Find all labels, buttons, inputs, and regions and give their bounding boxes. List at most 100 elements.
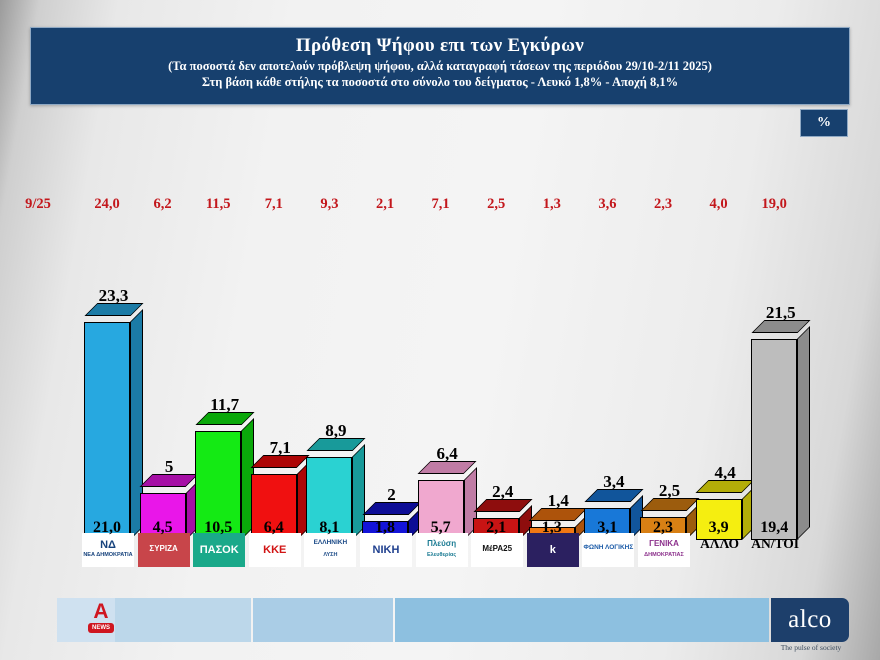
logo-name-text: ΠΑΣΟΚ xyxy=(199,544,239,556)
bar-value-top-mera25: 2,4 xyxy=(492,482,514,501)
logo-name-text: ΓΕΝΙΚΑ xyxy=(649,539,679,548)
previous-period-value: 7,1 xyxy=(431,196,450,212)
plefsi-eleftherias-logo[interactable]: Πλεύση Ελευθερίας xyxy=(415,533,468,567)
allo-label: ΑΛΛΟ xyxy=(700,536,739,551)
logo-name-text: ΕΛΛΗΝΙΚΗ xyxy=(313,539,348,546)
bar-front-face xyxy=(195,431,242,540)
bar-value-top-nd: 23,3 xyxy=(98,286,129,305)
bar-3d-antoi xyxy=(751,320,811,540)
bar-value-top-elliniki: 8,9 xyxy=(325,421,347,440)
bar-value-top-genika: 2,5 xyxy=(658,481,681,500)
bar-column-syriza[interactable]: 5 4,5 xyxy=(139,450,199,540)
logo-name-text: k xyxy=(549,544,556,556)
previous-period-value: 9,3 xyxy=(320,196,339,212)
bar-value-base-plefsi: 5,7 xyxy=(430,519,451,536)
footer-segment-1 xyxy=(115,598,251,642)
bar-column-foni[interactable]: 3,4 3,1 xyxy=(584,465,644,540)
bar-value-top-niki: 2 xyxy=(387,485,396,504)
bar-column-elliniki[interactable]: 8,9 8,1 xyxy=(306,414,366,540)
bar-value-base-foni: 3,1 xyxy=(597,519,618,536)
kke-logo[interactable]: ΚΚΕ xyxy=(248,533,301,567)
previous-period-value: 2,1 xyxy=(375,196,395,212)
previous-period-label: 9/25 xyxy=(25,196,51,212)
alco-wordmark: alco xyxy=(788,606,832,633)
antoi-label: ΑΝ/ΤΟΙ xyxy=(751,536,800,551)
bar-value-top-antoi: 21,5 xyxy=(765,303,796,322)
niki-logo[interactable]: ΝΙΚΗ xyxy=(360,533,412,567)
previous-period-value: 3,6 xyxy=(598,196,617,212)
bar-value-top-kassel: 1,4 xyxy=(547,491,569,510)
pasok-logo[interactable]: ΠΑΣΟΚ xyxy=(193,533,246,567)
bar-front-face xyxy=(306,457,353,540)
footer-segment-3 xyxy=(395,598,769,642)
alco-logo: alco xyxy=(771,598,849,642)
logo-sub-text: Ελευθερίας xyxy=(426,552,457,558)
previous-period-value: 19,0 xyxy=(761,196,787,212)
title-subtitle-line1: (Τα ποσοστά δεν αποτελούν πρόβλεψη ψήφου… xyxy=(168,59,712,73)
bar-column-antoi[interactable]: 21,5 19,4 xyxy=(751,296,811,540)
bar-front-face xyxy=(751,339,798,540)
bar-value-base-genika: 2,3 xyxy=(653,519,673,536)
percent-badge: % xyxy=(800,109,848,137)
bar-value-base-elliniki: 8,1 xyxy=(319,519,340,536)
previous-period-value: 24,0 xyxy=(94,196,120,212)
bar-value-top-plefsi: 6,4 xyxy=(436,444,458,463)
mera25-logo[interactable]: ΜέΡΑ25 xyxy=(471,533,524,567)
page-title: Πρόθεση Ψήφου επι των Εγκύρων xyxy=(295,35,585,56)
title-banner: Πρόθεση Ψήφου επι των Εγκύρων (Τα ποσοστ… xyxy=(30,27,850,105)
bar-side-face xyxy=(797,326,811,540)
bar-value-top-syriza: 5 xyxy=(164,457,174,476)
bar-value-base-allo: 3,9 xyxy=(708,519,729,536)
footer-segment-2 xyxy=(253,598,393,642)
bar-value-base-mera25: 2,1 xyxy=(486,519,507,536)
bar-value-base-antoi: 19,4 xyxy=(760,519,789,536)
bar-column-nd[interactable]: 23,3 21,0 xyxy=(84,279,143,540)
bar-3d-nd xyxy=(84,303,143,540)
bar-column-kke[interactable]: 7,1 6,4 xyxy=(250,431,310,540)
bar-value-base-kassel: 1,3 xyxy=(541,519,562,536)
syriza-logo[interactable]: ΣΥΡΙΖΑ xyxy=(137,533,190,567)
bar-value-top-allo: 4,4 xyxy=(714,463,736,482)
bar-column-pasok[interactable]: 11,7 10,5 xyxy=(195,388,255,540)
logo-name-text: ΝΙΚΗ xyxy=(372,544,400,556)
bar-column-niki[interactable]: 2 1,8 xyxy=(362,478,421,540)
bar-column-genika[interactable]: 2,5 2,3 xyxy=(640,474,699,540)
elliniki-lysi-logo[interactable]: ΕΛΛΗΝΙΚΗ ΛΥΣΗ xyxy=(304,533,357,567)
bar-column-kassel[interactable]: 1,4 1,3 xyxy=(528,484,588,540)
party-logo-row: ΝΔ ΝΕΑ ΔΗΜΟΚΡΑΤΙΑ ΣΥΡΙΖΑ ΠΑΣΟΚ ΚΚΕ ΕΛΛΗΝΙΚΗ ΛΥ… xyxy=(0,533,880,573)
bar-value-base-niki: 1,8 xyxy=(375,519,395,536)
previous-period-value: 7,1 xyxy=(264,196,283,212)
title-subtitle-line2: Στη βάση κάθε στήλης τα ποσοστά στο σύνο… xyxy=(201,75,679,89)
logo-sub-text: ΔΗΜΟΚΡΑΤΙΑΣ xyxy=(644,552,684,558)
bar-column-plefsi[interactable]: 6,4 5,7 xyxy=(417,437,477,540)
bar-value-top-foni: 3,4 xyxy=(603,472,625,491)
bar-3d-syriza xyxy=(139,474,199,540)
anews-letter: A xyxy=(93,600,109,623)
anews-tag: NEWS xyxy=(88,623,114,633)
previous-period-value: 2,5 xyxy=(487,196,506,212)
foni-logikis-logo[interactable]: ΦΩΝΗ ΛΟΓΙΚΗΣ xyxy=(582,533,635,567)
bar-value-base-nd: 21,0 xyxy=(93,519,121,536)
logo-name-text: ΚΚΕ xyxy=(263,544,287,556)
previous-period-row: 9/25 24,0 6,2 11,5 7,1 9,3 2,1 7,1 2,5 1,3 3,6 2,3 4… xyxy=(0,194,880,214)
bar-3d-allo xyxy=(695,480,755,540)
bar-front-face xyxy=(139,493,186,540)
bar-value-base-kke: 6,4 xyxy=(263,519,284,536)
bar-column-mera25[interactable]: 2,4 2,1 xyxy=(473,475,533,540)
kasselakis-logo[interactable]: k xyxy=(526,533,579,567)
logo-name-text: ΜέΡΑ25 xyxy=(482,544,513,553)
previous-period-value: 1,3 xyxy=(542,196,561,212)
logo-name-text: ΦΩΝΗ ΛΟΓΙΚΗΣ xyxy=(583,544,634,551)
footer-bar: A NEWS alco The pulse of society xyxy=(0,598,880,652)
bar-front-face xyxy=(695,499,742,540)
previous-period-value: 11,5 xyxy=(205,196,231,212)
logo-sub-text: ΝΕΑ ΔΗΜΟΚΡΑΤΙΑ xyxy=(83,552,133,558)
bar-front-face xyxy=(84,322,130,540)
bar-chart: 23,3 21,0 5 4,5 11,7 10,5 7,1 6,4 8,9 8,1 2 1,8 6,4 5… xyxy=(0,240,880,540)
previous-period-value: 4,0 xyxy=(709,196,728,212)
genika-dimokratias-logo[interactable]: ΓΕΝΙΚΑ ΔΗΜΟΚΡΑΤΙΑΣ xyxy=(638,533,690,567)
previous-period-value: 6,2 xyxy=(153,196,172,212)
bar-column-allo[interactable]: 4,4 3,9 xyxy=(695,456,755,540)
nd-logo[interactable]: ΝΔ ΝΕΑ ΔΗΜΟΚΡΑΤΙΑ xyxy=(82,533,134,567)
